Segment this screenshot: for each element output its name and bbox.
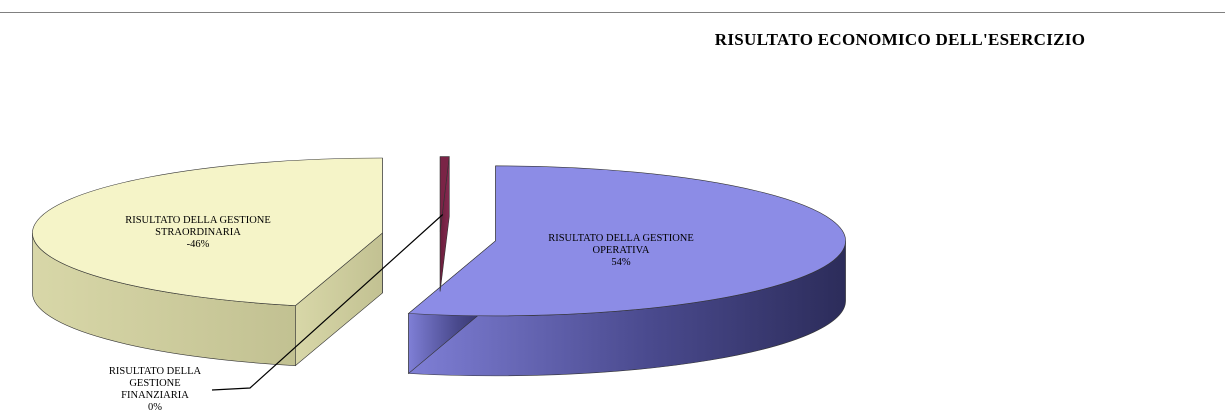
slice-value-finanziaria: 0% <box>148 402 162 413</box>
leader-line-finanziaria <box>211 214 444 391</box>
chart-title: RISULTATO ECONOMICO DELL'ESERCIZIO <box>714 30 1086 49</box>
pie-slice-operativa <box>407 165 846 377</box>
slice-label-operativa-line-1: RISULTATO DELLA GESTIONE <box>548 233 694 244</box>
slice-label-straordinaria-line-1: RISULTATO DELLA GESTIONE <box>125 215 271 226</box>
slice-label-finanziaria: RISULTATO DELLA GESTIONE FINANZIARIA 0% <box>90 366 220 414</box>
slice-label-straordinaria-line-2: STRAORDINARIA <box>155 227 241 238</box>
pie-slice-finanziaria <box>439 156 450 292</box>
slice-label-finanziaria-line-1: RISULTATO DELLA <box>108 366 202 377</box>
slice-label-operativa: RISULTATO DELLA GESTIONE OPERATIVA 54% <box>516 233 726 269</box>
pie-slice-top-operativa <box>407 165 846 317</box>
top-divider <box>0 12 1225 13</box>
slice-value-operativa: 54% <box>611 257 631 268</box>
pie-slice-straordinaria <box>32 157 383 367</box>
pie-slice-top-straordinaria <box>32 157 383 306</box>
slice-label-finanziaria-line-2: GESTIONE <box>129 378 181 389</box>
slice-label-finanziaria-line-3: FINANZIARIA <box>121 390 189 401</box>
slice-label-straordinaria: RISULTATO DELLA GESTIONE STRAORDINARIA -… <box>108 215 288 251</box>
pie-slice-top-finanziaria <box>439 156 450 232</box>
slice-label-operativa-line-2: OPERATIVA <box>592 245 650 256</box>
slice-value-straordinaria: -46% <box>186 239 210 250</box>
